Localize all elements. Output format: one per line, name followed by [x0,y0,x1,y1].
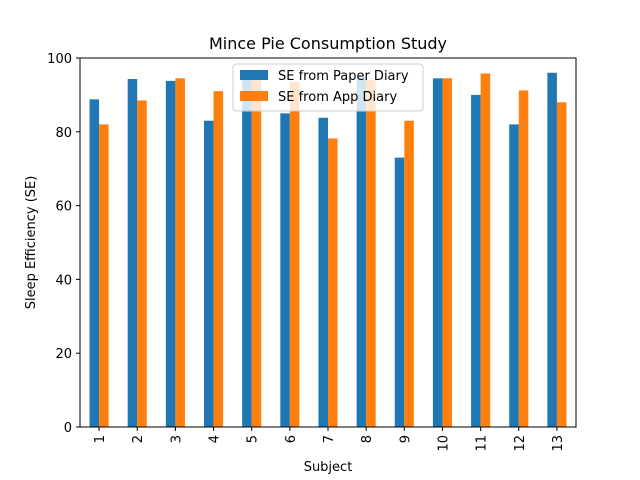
bar-app-subject-9 [404,120,414,427]
bar-app-subject-6 [289,81,300,427]
bar-paper-subject-2 [127,79,138,427]
x-tick-label: 6 [284,435,299,443]
legend-label-paper: SE from Paper Diary [278,69,409,84]
bar-app-subject-12 [518,90,529,427]
bar-paper-subject-3 [165,80,176,427]
plot-frame [79,57,577,428]
bar-app-subject-4 [213,91,224,428]
bar-paper-subject-9 [394,157,405,427]
x-tick-label: 5 [246,435,261,443]
bar-paper-subject-1 [89,99,100,427]
bar-paper-subject-7 [318,117,328,427]
x-tick-label: 10 [436,435,451,452]
y-tick-label: 80 [55,126,72,141]
chart-title: Mince Pie Consumption Study [209,34,447,53]
x-tick-label: 3 [169,435,184,443]
x-tick-label: 7 [322,435,337,443]
bar-app-subject-13 [556,102,567,427]
legend: SE from Paper Diary SE from App Diary [232,63,424,112]
bar-paper-subject-10 [432,78,443,428]
bar-paper-subject-8 [356,77,367,427]
bar-paper-subject-13 [547,72,557,427]
x-tick-label: 9 [398,435,413,443]
bar-app-subject-3 [175,78,185,428]
x-tick-label: 12 [513,435,528,452]
x-tick-label: 1 [93,435,108,443]
legend-label-app: SE from App Diary [278,90,397,105]
bar-paper-subject-12 [509,124,519,428]
x-tick-label: 13 [551,435,566,452]
bar-app-subject-1 [99,124,109,428]
x-tick-label: 2 [131,435,146,443]
bar-app-subject-8 [366,80,376,427]
x-tick-label: 4 [208,435,223,443]
y-tick-label: 60 [55,200,72,215]
legend-swatch-app [240,91,268,101]
x-axis: 1 2 3 4 5 6 7 8 9 10 11 12 13 [93,427,566,452]
bar-paper-subject-4 [204,120,214,427]
y-axis: 0 20 40 60 80 100 [47,52,80,436]
bar-app-subject-5 [251,80,262,427]
legend-swatch-paper [240,70,268,80]
bar-app-subject-2 [137,100,147,427]
x-tick-label: 11 [475,435,490,452]
x-axis-label: Subject [304,460,353,475]
x-tick-label: 8 [360,435,375,443]
y-tick-label: 100 [47,52,72,67]
y-tick-label: 0 [64,421,72,436]
bar-paper-subject-11 [471,94,481,428]
y-axis-label: Sleep Efficiency (SE) [24,176,39,310]
bar-app-subject-10 [442,78,452,428]
bar-paper-subject-5 [242,78,252,428]
legend-box [232,63,424,112]
bar-paper-subject-6 [280,113,290,427]
bars-layer [89,72,567,428]
bar-app-subject-11 [480,73,491,427]
y-tick-label: 40 [55,273,72,288]
y-tick-label: 20 [55,347,72,362]
bar-app-subject-7 [328,138,338,427]
